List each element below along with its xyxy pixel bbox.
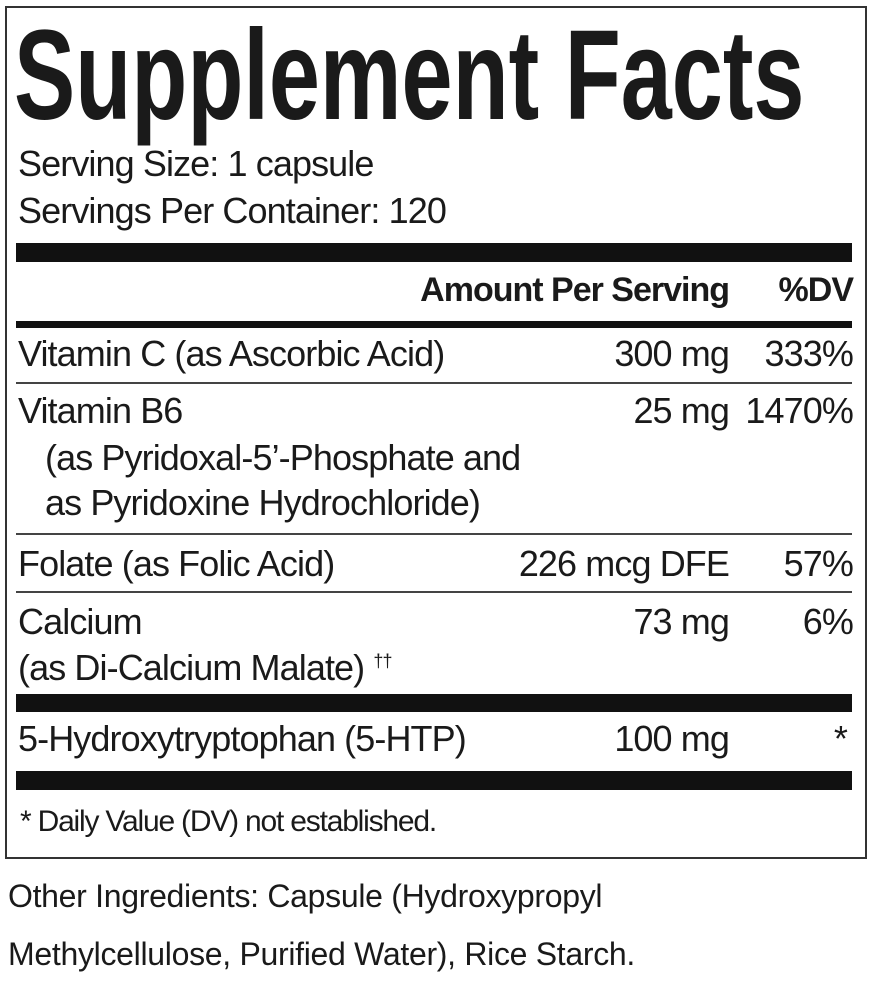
nutrient-dv: 57% <box>783 543 854 584</box>
nutrient-amount: 100 mg <box>614 718 730 759</box>
nutrient-amount: 73 mg <box>633 601 729 642</box>
thin-divider <box>16 591 852 593</box>
other-ingredients-line-2: Methylcellulose, Purified Water), Rice S… <box>8 936 636 972</box>
other-ingredients-line-1: Other Ingredients: Capsule (Hydroxypropy… <box>8 878 603 914</box>
nutrient-dv: * <box>833 718 848 759</box>
supplement-facts-panel <box>5 6 867 859</box>
nutrient-name: 5-Hydroxytryptophan (5-HTP) <box>18 718 467 759</box>
thick-divider <box>16 694 852 712</box>
nutrient-detail: (as Pyridoxal-5’-Phosphate and <box>45 437 521 478</box>
nutrient-name: Vitamin B6 <box>18 390 183 431</box>
nutrient-amount: 226 mcg DFE <box>518 543 730 584</box>
nutrient-amount: 25 mg <box>633 390 729 431</box>
nutrient-name: Vitamin C (as Ascorbic Acid) <box>18 333 445 374</box>
panel-title: Supplement Facts <box>14 4 805 147</box>
nutrient-dv: 6% <box>802 601 854 642</box>
nutrient-detail-text: (as Di-Calcium Malate) <box>18 647 365 688</box>
thick-divider <box>16 243 852 262</box>
medium-divider <box>16 321 852 328</box>
thin-divider <box>16 533 852 535</box>
nutrient-name: Calcium <box>18 601 143 642</box>
nutrient-name: Folate (as Folic Acid) <box>18 543 335 584</box>
nutrient-detail: (as Di-Calcium Malate) †† <box>18 647 393 688</box>
nutrient-dv: 333% <box>764 333 854 374</box>
footnote-mark: †† <box>373 651 392 671</box>
servings-per-container: Servings Per Container: 120 <box>18 190 447 231</box>
nutrient-dv: 1470% <box>745 390 854 431</box>
header-amount: Amount Per Serving <box>420 271 730 309</box>
header-dv: %DV <box>778 271 854 309</box>
footnote: * Daily Value (DV) not established. <box>20 805 437 838</box>
serving-size: Serving Size: 1 capsule <box>18 143 374 184</box>
thin-divider <box>16 382 852 384</box>
thick-divider <box>16 771 852 790</box>
nutrient-detail: as Pyridoxine Hydrochloride) <box>45 482 481 523</box>
nutrient-amount: 300 mg <box>614 333 730 374</box>
